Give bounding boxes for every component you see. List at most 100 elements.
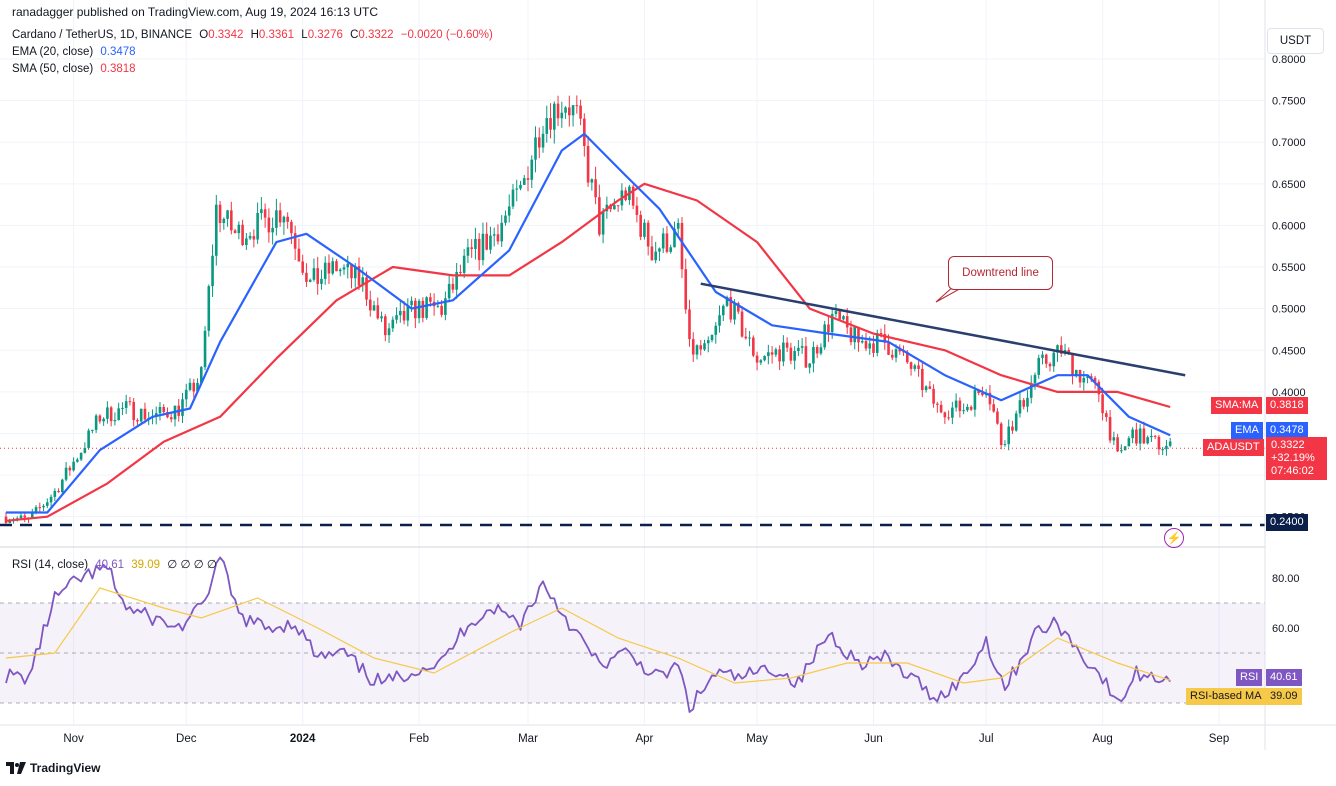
candle-body [218, 204, 222, 223]
candle-body [1131, 429, 1134, 439]
candle-body [646, 222, 650, 247]
candle-body [492, 234, 496, 236]
candle-body [462, 255, 466, 273]
rsi-ma-tag-value: 39.09 [1266, 688, 1302, 705]
candle-body [710, 334, 714, 341]
candle-body [721, 305, 725, 316]
candle-body [248, 236, 252, 239]
rsi-legend[interactable]: RSI (14, close) 40.61 39.09 ∅ ∅ ∅ ∅ [12, 557, 221, 571]
change-value: −0.0020 (−0.60%) [400, 29, 493, 41]
candle-body [643, 222, 646, 237]
time-tick-label: 2024 [290, 733, 316, 745]
alert-icon[interactable]: ⚡ [1164, 528, 1184, 548]
downtrend-callout[interactable]: Downtrend line [948, 256, 1053, 290]
candle-body [951, 407, 954, 418]
candle-body [857, 326, 860, 343]
candle-body [1157, 436, 1161, 450]
candle-body [335, 261, 338, 272]
tradingview-logo[interactable]: TradingView [6, 761, 100, 775]
candle-body [875, 332, 879, 353]
candle-body [808, 363, 811, 368]
price-tick-label: 0.6500 [1272, 179, 1306, 191]
candle-body [380, 316, 383, 319]
candle-body [568, 107, 571, 116]
candle-body [128, 401, 132, 403]
candle-body [1082, 377, 1086, 383]
rsi-lines [5, 556, 1171, 713]
candle-body [909, 362, 913, 369]
candle-body [549, 118, 552, 130]
candle-body [350, 263, 353, 279]
candle-body [1108, 417, 1112, 441]
candle-body [763, 356, 766, 361]
candle-body [812, 346, 815, 364]
candle-body [936, 403, 939, 405]
candle-body [263, 209, 267, 218]
candle-body [282, 216, 286, 223]
candle-body [586, 146, 590, 183]
time-tick-label: Sep [1209, 733, 1229, 745]
sma-tag-value: 0.3818 [1266, 397, 1308, 414]
candle-body [853, 326, 857, 343]
candle-body [725, 297, 729, 306]
candle-body [729, 297, 733, 320]
candle-body [372, 305, 376, 311]
candle-body [136, 420, 139, 422]
low-label: L [301, 29, 308, 41]
candle-body [196, 382, 199, 392]
candle-body [113, 419, 117, 422]
price-tick-label: 0.6000 [1272, 220, 1306, 232]
candle-body [654, 251, 657, 261]
candle-body [860, 340, 864, 343]
rsi-ma-line [5, 587, 1171, 684]
candle-body [1041, 354, 1044, 358]
candle-body [1044, 354, 1048, 364]
candle-body [507, 206, 511, 216]
candle-body [830, 314, 834, 333]
candle-body [61, 479, 64, 493]
rsi-legend-extra: ∅ ∅ ∅ ∅ [167, 559, 217, 571]
candle-body [988, 392, 992, 405]
candle-body [1165, 445, 1168, 450]
currency-button[interactable]: USDT [1267, 28, 1324, 54]
downtrend-line [700, 282, 1186, 377]
candle-body [556, 103, 560, 119]
candle-body [1135, 429, 1138, 444]
candle-body [834, 311, 838, 315]
candle-body [331, 261, 335, 274]
candle-body [316, 268, 319, 284]
grid [0, 0, 1265, 725]
candle-body [939, 404, 943, 413]
ema-legend[interactable]: EMA (20, close) 0.3478 [12, 46, 140, 58]
candle-body [815, 346, 819, 354]
candle-body [241, 224, 244, 246]
candle-body [406, 305, 410, 321]
candle-body [800, 346, 804, 348]
publish-header: ranadagger published on TradingView.com,… [12, 5, 379, 19]
candle-body [365, 277, 368, 300]
candle-body [1018, 400, 1022, 414]
candle-body [1138, 428, 1142, 444]
candle-body [962, 410, 965, 412]
candle-body [744, 336, 748, 339]
candle-body [583, 118, 586, 147]
candle-body [109, 407, 113, 422]
time-tick-label: May [746, 733, 768, 745]
sma-legend[interactable]: SMA (50, close) 0.3818 [12, 63, 140, 75]
main-legend[interactable]: Cardano / TetherUS, 1D, BINANCE O0.3342 … [12, 29, 497, 41]
symbol-name[interactable]: Cardano / TetherUS, 1D, BINANCE [12, 29, 193, 41]
candle-body [793, 351, 796, 361]
candle-body [977, 390, 980, 393]
candle-body [19, 515, 23, 519]
price-tick-label: 0.5000 [1272, 304, 1306, 316]
candle-body [481, 233, 485, 261]
candle-body [293, 233, 297, 249]
candle-body [192, 382, 196, 392]
candle-body [526, 178, 530, 180]
close-label: C [350, 29, 359, 41]
candle-body [511, 189, 515, 207]
candle-body [845, 316, 849, 328]
candle-body [921, 368, 924, 391]
candle-body [579, 105, 582, 119]
